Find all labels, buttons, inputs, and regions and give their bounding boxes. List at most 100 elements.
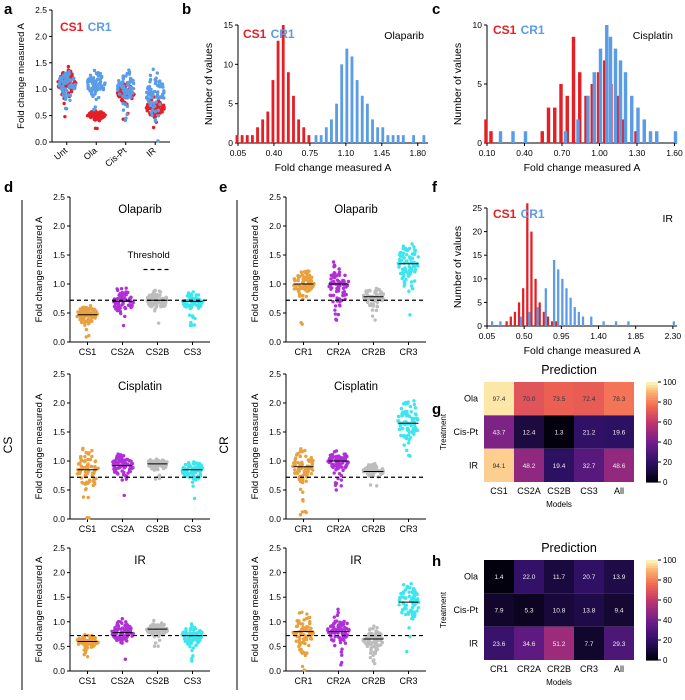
heatmap-cell — [484, 560, 514, 594]
data-point — [344, 285, 348, 289]
data-point — [83, 323, 87, 327]
data-point — [191, 646, 196, 650]
data-point — [398, 595, 402, 600]
y-tick-label: 10 — [473, 20, 483, 30]
data-point — [163, 460, 167, 464]
heatmap-cell — [574, 593, 604, 627]
x-tick-label: 0.05 — [230, 148, 247, 158]
data-point — [415, 592, 419, 596]
data-point — [408, 313, 412, 317]
data-point — [331, 275, 336, 279]
data-point — [344, 464, 348, 469]
x-tick-label: CS3 — [184, 676, 202, 686]
data-point — [72, 86, 77, 91]
data-point — [89, 464, 93, 469]
data-point — [155, 71, 160, 75]
data-point — [124, 74, 128, 78]
histogram-bar — [319, 135, 323, 143]
data-point — [293, 457, 297, 462]
data-point — [64, 73, 69, 77]
data-point — [408, 586, 412, 590]
x-tick-label: CS2B — [146, 524, 170, 534]
data-point — [410, 287, 415, 291]
colorbar-segment — [646, 655, 658, 659]
data-point — [159, 621, 164, 625]
data-point — [120, 617, 124, 621]
data-point — [155, 623, 160, 627]
data-point — [408, 257, 412, 261]
data-point — [406, 612, 411, 616]
data-point — [190, 624, 194, 628]
histogram-bar — [605, 25, 609, 143]
data-point — [123, 657, 128, 661]
data-point — [68, 93, 73, 98]
plot-title: Olaparib — [118, 204, 161, 216]
colorbar-segment — [646, 397, 658, 401]
histogram-bar — [648, 131, 653, 143]
colorbar-segment — [646, 587, 658, 591]
data-point — [69, 78, 73, 82]
data-point — [94, 86, 98, 90]
x-tick-label: CR2A — [326, 524, 350, 534]
y-tick-label: 0 — [477, 138, 482, 148]
data-point — [157, 289, 162, 293]
x-axis-label: Fold change measured A — [524, 345, 641, 357]
x-tick-label: CR2A — [326, 347, 350, 357]
histogram-bar — [621, 119, 626, 143]
data-point — [146, 106, 150, 111]
data-point — [130, 303, 134, 308]
data-point — [152, 104, 157, 108]
colorbar-segment — [646, 580, 658, 584]
data-point — [116, 305, 120, 309]
data-point — [81, 447, 85, 452]
data-point — [127, 95, 131, 99]
histogram-bar — [412, 135, 416, 143]
data-point — [131, 81, 136, 86]
data-point — [78, 317, 82, 322]
histogram-bar — [563, 131, 568, 143]
histogram-bar — [396, 135, 400, 143]
data-point — [373, 463, 378, 468]
data-point — [188, 639, 192, 644]
histogram-bar — [569, 297, 572, 326]
histogram-bar — [286, 72, 290, 143]
data-point — [89, 113, 94, 118]
data-point — [336, 289, 341, 293]
data-point — [367, 297, 371, 302]
data-point — [61, 80, 66, 85]
y-tick-label: 2.5 — [53, 543, 65, 553]
y-tick-label: 1.5 — [53, 250, 65, 260]
data-point — [374, 308, 379, 313]
data-point — [186, 635, 190, 640]
data-point — [346, 461, 350, 465]
heatmap-cell — [514, 560, 544, 594]
plot-title: IR — [134, 555, 146, 567]
data-point — [156, 108, 161, 113]
data-point — [122, 95, 126, 99]
data-point — [410, 605, 415, 610]
data-point — [93, 105, 98, 109]
heatmap-cell — [514, 626, 544, 660]
data-point — [411, 617, 415, 621]
heatmap-cell — [484, 382, 514, 416]
colorbar-segment — [646, 464, 658, 468]
histogram-bar — [517, 302, 521, 326]
data-point — [403, 603, 408, 607]
data-point — [412, 416, 416, 421]
histogram-bar — [573, 307, 576, 326]
data-point — [190, 314, 195, 318]
y-tick-label: 1.5 — [35, 58, 47, 68]
colorbar-segment — [646, 645, 658, 649]
data-point — [150, 301, 155, 306]
data-point — [403, 411, 408, 416]
data-point — [160, 93, 165, 98]
data-point — [182, 304, 187, 308]
colorbar-segment — [646, 434, 658, 438]
legend-cs1: CS1 — [493, 207, 517, 221]
data-point — [410, 609, 414, 613]
data-point — [152, 466, 156, 470]
data-point — [366, 293, 370, 297]
cell-value: 11.7 — [553, 574, 566, 581]
histogram-bar — [592, 72, 596, 143]
histogram-bar — [391, 135, 395, 143]
